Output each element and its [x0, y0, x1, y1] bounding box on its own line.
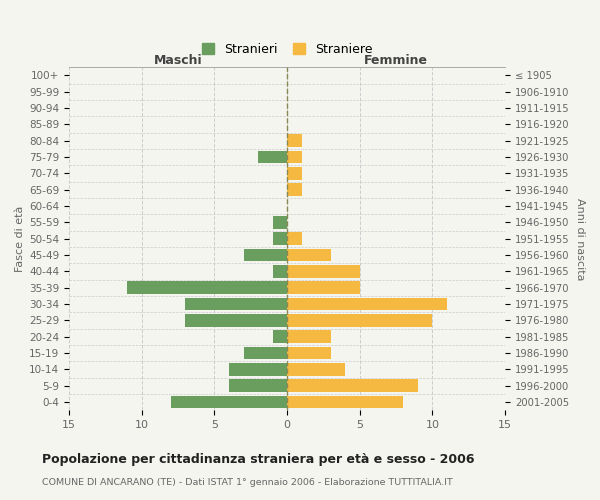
Bar — [272, 265, 287, 278]
Bar — [229, 380, 287, 392]
Bar — [185, 314, 287, 327]
Bar — [287, 184, 302, 196]
Bar — [287, 363, 345, 376]
Bar — [229, 363, 287, 376]
Bar — [272, 232, 287, 245]
Bar — [287, 134, 302, 147]
Bar — [185, 298, 287, 310]
Y-axis label: Anni di nascita: Anni di nascita — [575, 198, 585, 280]
Bar — [287, 330, 331, 343]
Text: Maschi: Maschi — [154, 54, 202, 68]
Bar — [287, 248, 331, 262]
Bar — [287, 232, 302, 245]
Bar — [244, 346, 287, 360]
Bar — [127, 282, 287, 294]
Bar — [287, 396, 403, 408]
Text: Popolazione per cittadinanza straniera per età e sesso - 2006: Popolazione per cittadinanza straniera p… — [42, 452, 475, 466]
Bar — [287, 265, 360, 278]
Bar — [287, 282, 360, 294]
Bar — [287, 380, 418, 392]
Bar — [258, 150, 287, 164]
Bar — [287, 167, 302, 180]
Text: Femmine: Femmine — [364, 54, 428, 68]
Bar — [287, 150, 302, 164]
Bar — [171, 396, 287, 408]
Bar — [244, 248, 287, 262]
Bar — [287, 346, 331, 360]
Bar — [287, 298, 447, 310]
Bar — [272, 330, 287, 343]
Text: COMUNE DI ANCARANO (TE) - Dati ISTAT 1° gennaio 2006 - Elaborazione TUTTITALIA.I: COMUNE DI ANCARANO (TE) - Dati ISTAT 1° … — [42, 478, 453, 487]
Legend: Stranieri, Straniere: Stranieri, Straniere — [198, 39, 376, 60]
Bar — [287, 314, 433, 327]
Bar — [272, 216, 287, 229]
Y-axis label: Fasce di età: Fasce di età — [15, 206, 25, 272]
